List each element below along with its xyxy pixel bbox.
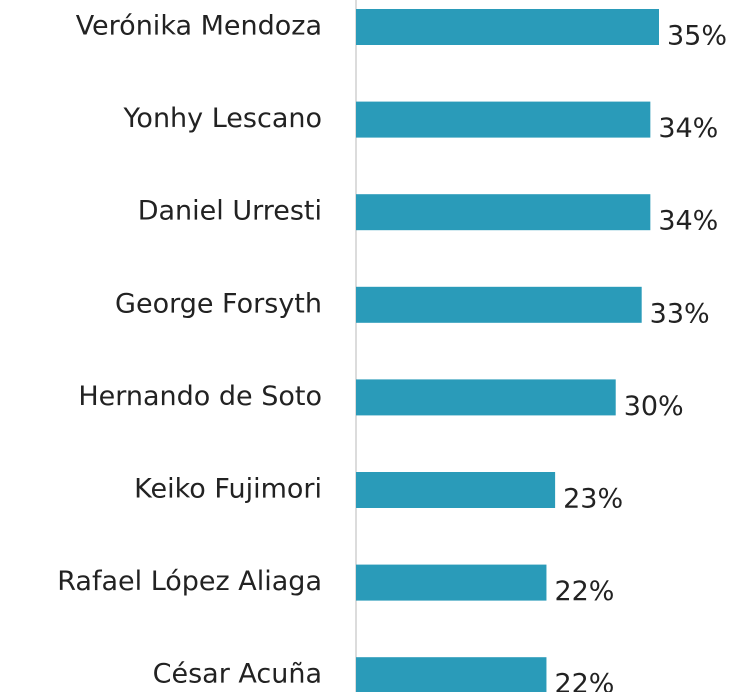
value-label: 35% xyxy=(667,21,727,52)
category-label: Verónika Mendoza xyxy=(76,11,322,42)
bar xyxy=(356,286,642,323)
category-label: George Forsyth xyxy=(115,288,322,319)
value-label: 22% xyxy=(554,576,614,607)
value-label: 34% xyxy=(658,206,718,237)
category-label: César Acuña xyxy=(153,659,322,690)
value-label: 34% xyxy=(658,113,718,144)
value-label: 30% xyxy=(624,391,684,422)
bar xyxy=(356,379,616,416)
category-label: Yonhy Lescano xyxy=(123,103,322,134)
value-label: 33% xyxy=(650,298,710,329)
category-label: Hernando de Soto xyxy=(78,381,322,412)
value-label: 23% xyxy=(563,484,623,515)
category-label: Daniel Urresti xyxy=(138,196,322,227)
bar xyxy=(356,9,659,45)
bar xyxy=(356,101,651,138)
bar xyxy=(356,194,651,231)
value-label: 22% xyxy=(554,669,614,692)
bar xyxy=(356,657,547,692)
bar xyxy=(356,472,556,508)
category-label: Rafael López Aliaga xyxy=(57,566,322,597)
category-label: Keiko Fujimori xyxy=(134,474,322,505)
bar xyxy=(356,564,547,601)
